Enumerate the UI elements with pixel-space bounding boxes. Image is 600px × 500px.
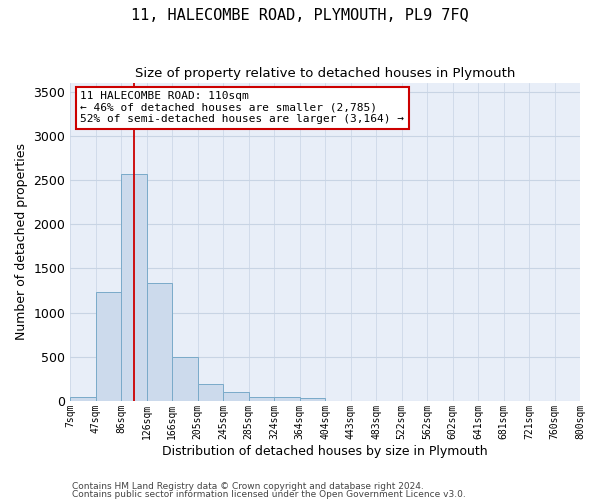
- Bar: [299, 398, 325, 401]
- Bar: [223, 392, 248, 401]
- Bar: [96, 292, 121, 401]
- Bar: [70, 396, 96, 401]
- Text: Contains HM Land Registry data © Crown copyright and database right 2024.: Contains HM Land Registry data © Crown c…: [72, 482, 424, 491]
- Bar: [248, 397, 274, 401]
- Bar: [147, 282, 172, 401]
- Text: 11, HALECOMBE ROAD, PLYMOUTH, PL9 7FQ: 11, HALECOMBE ROAD, PLYMOUTH, PL9 7FQ: [131, 8, 469, 22]
- Text: 11 HALECOMBE ROAD: 110sqm
← 46% of detached houses are smaller (2,785)
52% of se: 11 HALECOMBE ROAD: 110sqm ← 46% of detac…: [80, 91, 404, 124]
- Text: Contains public sector information licensed under the Open Government Licence v3: Contains public sector information licen…: [72, 490, 466, 499]
- Bar: [172, 357, 198, 401]
- X-axis label: Distribution of detached houses by size in Plymouth: Distribution of detached houses by size …: [163, 444, 488, 458]
- Title: Size of property relative to detached houses in Plymouth: Size of property relative to detached ho…: [135, 68, 515, 80]
- Bar: [198, 384, 223, 401]
- Bar: [274, 398, 299, 401]
- Y-axis label: Number of detached properties: Number of detached properties: [15, 144, 28, 340]
- Bar: [121, 174, 147, 401]
